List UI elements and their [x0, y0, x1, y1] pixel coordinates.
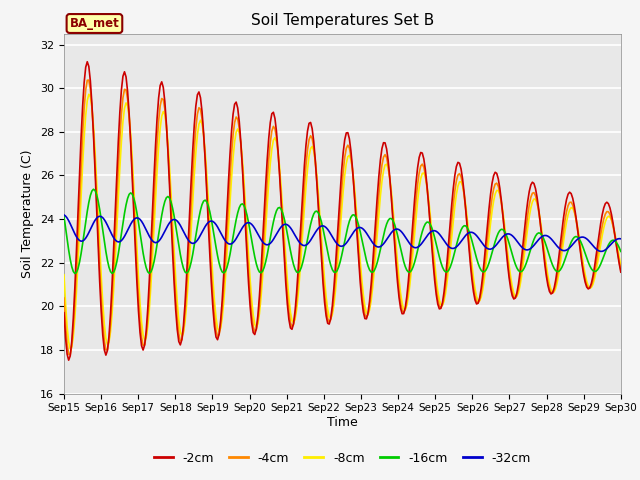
Y-axis label: Soil Temperature (C): Soil Temperature (C) — [22, 149, 35, 278]
X-axis label: Time: Time — [327, 416, 358, 429]
Legend: -2cm, -4cm, -8cm, -16cm, -32cm: -2cm, -4cm, -8cm, -16cm, -32cm — [149, 447, 536, 469]
Text: BA_met: BA_met — [70, 17, 119, 30]
Title: Soil Temperatures Set B: Soil Temperatures Set B — [251, 13, 434, 28]
